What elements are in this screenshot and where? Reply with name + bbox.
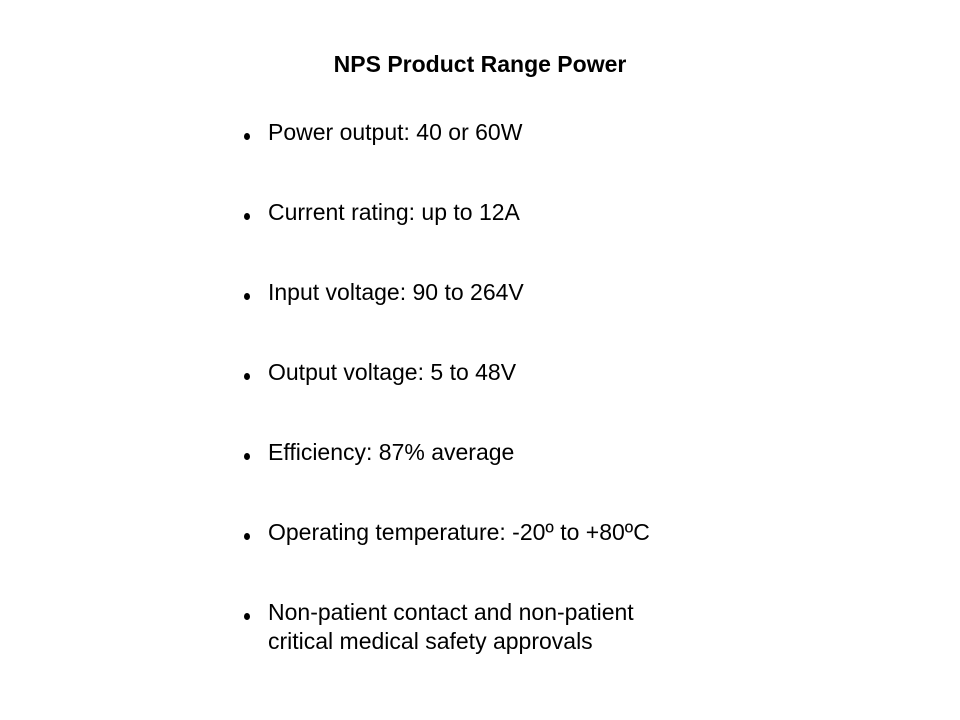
- bullet-text: Current rating: up to 12A: [268, 199, 520, 225]
- bullet-text: Operating temperature: -20º to +80ºC: [268, 519, 650, 545]
- bullet-item: Output voltage: 5 to 48V: [244, 358, 804, 387]
- bullet-item: Non-patient contact and non-patient crit…: [244, 598, 804, 656]
- bullet-item: Current rating: up to 12A: [244, 198, 804, 227]
- bullet-item: Operating temperature: -20º to +80ºC: [244, 518, 804, 547]
- bullet-dot-icon: [244, 213, 250, 220]
- bullet-dot-icon: [244, 613, 250, 620]
- bullet-text: Power output: 40 or 60W: [268, 119, 523, 145]
- bullet-item: Efficiency: 87% average: [244, 438, 804, 467]
- slide-title: NPS Product Range Power: [333, 51, 627, 77]
- bullet-dot-icon: [244, 293, 250, 300]
- bullet-text: Efficiency: 87% average: [268, 439, 515, 465]
- bullet-item: Input voltage: 90 to 264V: [244, 278, 804, 307]
- bullet-item: Power output: 40 or 60W: [244, 118, 804, 147]
- bullet-text: Input voltage: 90 to 264V: [268, 279, 524, 305]
- bullet-dot-icon: [244, 533, 250, 540]
- bullet-dot-icon: [244, 373, 250, 380]
- bullet-text: Output voltage: 5 to 48V: [268, 359, 517, 385]
- bullet-text: Non-patient contact and non-patient crit…: [268, 599, 634, 654]
- bullet-list: Power output: 40 or 60W Current rating: …: [244, 118, 804, 707]
- bullet-dot-icon: [244, 133, 250, 140]
- bullet-dot-icon: [244, 453, 250, 460]
